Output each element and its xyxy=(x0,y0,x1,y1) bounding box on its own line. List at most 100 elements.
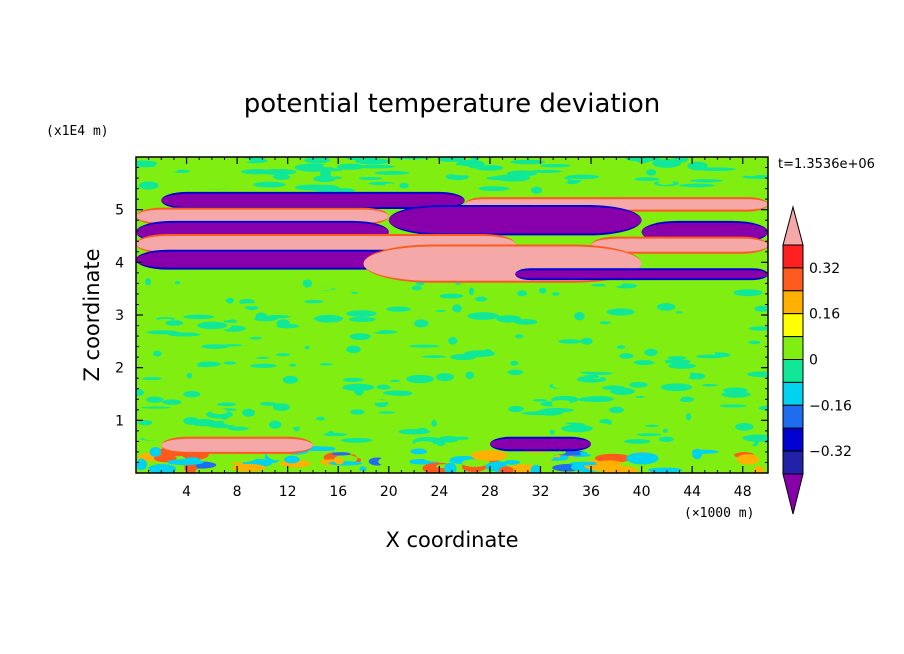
noise-patch xyxy=(363,328,381,333)
noise-patch xyxy=(336,163,365,170)
noise-patch xyxy=(340,437,373,443)
noise-patch xyxy=(623,290,631,298)
noise-patch xyxy=(514,181,550,185)
noise-patch xyxy=(660,383,693,392)
noise-patch xyxy=(298,177,311,182)
x-tick-label: 24 xyxy=(430,484,448,500)
noise-patch xyxy=(366,427,387,432)
noise-patch xyxy=(216,402,237,407)
noise-patch xyxy=(138,181,159,190)
noise-patch xyxy=(312,184,340,193)
noise-patch xyxy=(336,157,349,163)
noise-patch xyxy=(431,419,437,427)
noise-patch xyxy=(478,186,510,192)
noise-patch xyxy=(354,402,368,410)
noise-patch xyxy=(148,464,177,473)
noise-patch xyxy=(492,412,499,416)
noise-patch xyxy=(461,459,488,467)
noise-patch xyxy=(689,171,699,178)
noise-patch xyxy=(714,169,723,178)
x-tick-label: 44 xyxy=(683,484,701,500)
colorbar-label: 0.16 xyxy=(809,307,840,323)
noise-patch xyxy=(358,176,383,180)
noise-patch xyxy=(484,341,515,350)
noise-patch xyxy=(705,310,713,316)
noise-patch xyxy=(510,159,546,165)
noise-patch xyxy=(629,325,642,332)
noise-patch xyxy=(449,285,460,290)
noise-patch xyxy=(285,310,295,315)
colorbar-box xyxy=(782,450,804,475)
noise-patch xyxy=(330,442,368,455)
noise-patch xyxy=(330,397,348,400)
noise-patch xyxy=(460,283,474,287)
noise-patch xyxy=(581,157,617,167)
noise-patch xyxy=(225,297,235,304)
y-unit-label: (x1E4 m) xyxy=(46,124,109,139)
noise-patch xyxy=(338,288,355,297)
noise-patch xyxy=(272,403,290,411)
noise-patch xyxy=(598,330,615,334)
noise-patch xyxy=(673,392,682,401)
noise-patch xyxy=(347,180,367,187)
noise-patch xyxy=(471,450,508,461)
noise-patch xyxy=(602,465,638,473)
noise-patch xyxy=(273,174,291,180)
noise-patch xyxy=(171,341,200,350)
noise-patch xyxy=(644,348,658,356)
noise-patch xyxy=(579,345,587,350)
noise-patch xyxy=(516,422,529,428)
noise-patch xyxy=(175,184,208,190)
noise-patch xyxy=(687,161,708,171)
noise-patch xyxy=(724,428,740,431)
band xyxy=(489,438,592,450)
x-tick-label: 40 xyxy=(633,484,651,500)
noise-patch xyxy=(342,377,364,382)
noise-patch xyxy=(146,396,164,403)
noise-patch xyxy=(684,371,691,379)
noise-patch xyxy=(568,461,600,466)
noise-patch xyxy=(356,164,395,169)
noise-patch xyxy=(507,369,524,376)
noise-patch xyxy=(658,436,674,442)
noise-patch xyxy=(645,424,659,428)
noise-patch xyxy=(746,371,768,378)
noise-patch xyxy=(196,375,208,381)
noise-patch xyxy=(507,170,538,177)
noise-patch xyxy=(187,367,198,371)
noise-patch xyxy=(558,288,569,296)
band xyxy=(161,438,313,452)
noise-patch xyxy=(174,159,189,168)
noise-patch xyxy=(701,384,718,387)
noise-patch xyxy=(594,453,632,463)
noise-patch xyxy=(521,411,554,416)
noise-patch xyxy=(679,183,715,188)
band xyxy=(136,209,389,223)
noise-patch xyxy=(223,320,234,323)
noise-patch xyxy=(635,320,643,328)
noise-patch xyxy=(579,451,588,456)
noise-patch xyxy=(496,315,521,323)
noise-patch xyxy=(685,413,692,421)
noise-patch xyxy=(657,368,675,373)
x-tick-label: 32 xyxy=(532,484,550,500)
noise-patch xyxy=(566,174,600,180)
noise-patch xyxy=(197,361,221,367)
colorbar-box xyxy=(782,290,804,315)
noise-patch xyxy=(552,381,574,389)
noise-patch xyxy=(177,177,204,180)
noise-patch xyxy=(724,417,738,422)
noise-patch xyxy=(585,371,613,375)
x-tick-label: 48 xyxy=(734,484,752,500)
noise-patch xyxy=(390,379,401,383)
noise-patch xyxy=(284,455,300,464)
noise-patch xyxy=(304,345,310,350)
noise-patch xyxy=(606,322,623,330)
noise-patch xyxy=(623,337,651,346)
noise-patch xyxy=(316,422,326,426)
noise-patch xyxy=(222,184,243,188)
noise-patch xyxy=(328,340,336,347)
noise-patch xyxy=(422,289,429,296)
noise-patch xyxy=(374,171,410,175)
noise-patch xyxy=(240,169,274,175)
